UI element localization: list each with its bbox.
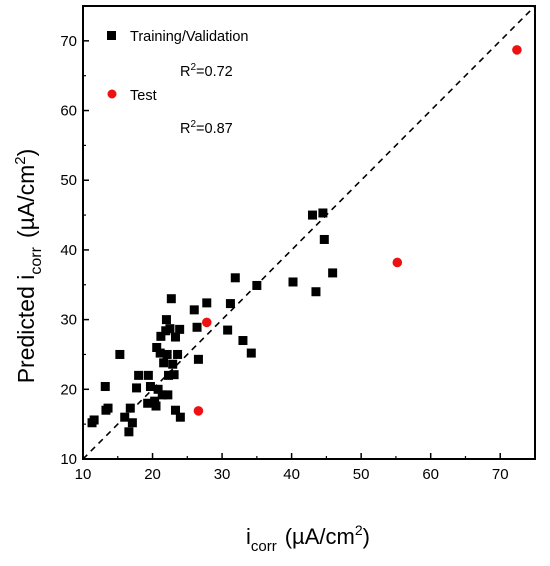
legend-label-test: Test [130, 88, 157, 104]
x-tick-label: 60 [422, 466, 439, 483]
training-point [169, 370, 179, 380]
training-point [202, 298, 212, 308]
training-point [193, 354, 203, 364]
training-point [89, 415, 99, 425]
reference-line-layer [82, 5, 536, 460]
x-axis-label: icorr (µA/cm2) [246, 522, 370, 555]
y-tick-label: 70 [60, 33, 77, 50]
legend-r2-test: R2=0.87 [180, 119, 233, 137]
parity-reference-line [82, 5, 536, 460]
training-point [162, 349, 172, 359]
training-point [115, 349, 125, 359]
training-point [189, 305, 199, 315]
y-tick-label: 10 [60, 451, 77, 468]
training-point [132, 383, 142, 393]
training-point [159, 358, 169, 368]
x-tick-label: 40 [283, 466, 300, 483]
test-point [392, 257, 403, 268]
training-point [238, 336, 248, 346]
training-point [173, 349, 183, 359]
x-tick-label: 20 [144, 466, 161, 483]
training-point [230, 273, 240, 283]
training-point [319, 234, 329, 244]
y-axis-label: Predicted icorr(µA/cm2) [12, 149, 45, 384]
y-tick-label: 20 [60, 381, 77, 398]
legend-r2-training: R2=0.72 [180, 62, 233, 80]
test-point [193, 406, 204, 416]
x-tick-label: 30 [214, 466, 231, 483]
training-point [153, 384, 163, 394]
training-point [307, 210, 317, 220]
training-point [164, 370, 174, 380]
data-points-layer [87, 45, 522, 437]
training-point [170, 332, 180, 342]
training-point [124, 427, 134, 437]
training-point [143, 398, 153, 408]
training-point [152, 342, 162, 352]
training-point [192, 322, 202, 332]
y-tick-label: 50 [60, 172, 77, 189]
training-point [151, 401, 161, 411]
y-tick-label: 40 [60, 242, 77, 259]
training-point [225, 299, 235, 309]
training-point [175, 324, 185, 334]
training-point [246, 348, 256, 358]
training-point [168, 359, 178, 369]
training-point [163, 390, 173, 400]
training-point [156, 331, 166, 341]
training-point [252, 280, 262, 290]
x-tick-label: 70 [492, 466, 509, 483]
x-tick-label: 50 [353, 466, 370, 483]
test-point [512, 45, 522, 55]
training-point [170, 405, 180, 415]
training-point [157, 390, 167, 400]
training-point [125, 403, 135, 413]
training-point [145, 382, 155, 392]
axes-layer: 10 20 30 40 50 60 70 10 20 30 40 50 60 70 [60, 33, 508, 483]
training-point [127, 418, 137, 428]
training-point [103, 403, 113, 413]
training-point [175, 412, 185, 422]
test-point [201, 317, 212, 328]
training-point [150, 396, 160, 406]
training-point [311, 287, 321, 297]
legend: Training/Validation R2=0.72 Test R2=0.87 [107, 29, 249, 137]
training-point [100, 382, 110, 392]
training-point [134, 370, 144, 380]
y-tick-label: 30 [60, 312, 77, 329]
training-point [166, 294, 176, 304]
plot-frame [82, 5, 536, 460]
training-point [155, 348, 165, 358]
training-point [120, 412, 130, 422]
legend-label-training: Training/Validation [130, 29, 249, 45]
training-point [165, 324, 175, 334]
x-tick-label: 10 [75, 466, 92, 483]
y-tick-label: 60 [60, 103, 77, 120]
training-point [143, 370, 153, 380]
training-point [288, 277, 298, 287]
training-point [328, 268, 338, 278]
legend-marker-training [107, 31, 116, 40]
training-point [223, 325, 233, 335]
legend-marker-test [107, 89, 117, 99]
training-point [161, 315, 171, 325]
training-point [318, 208, 328, 218]
